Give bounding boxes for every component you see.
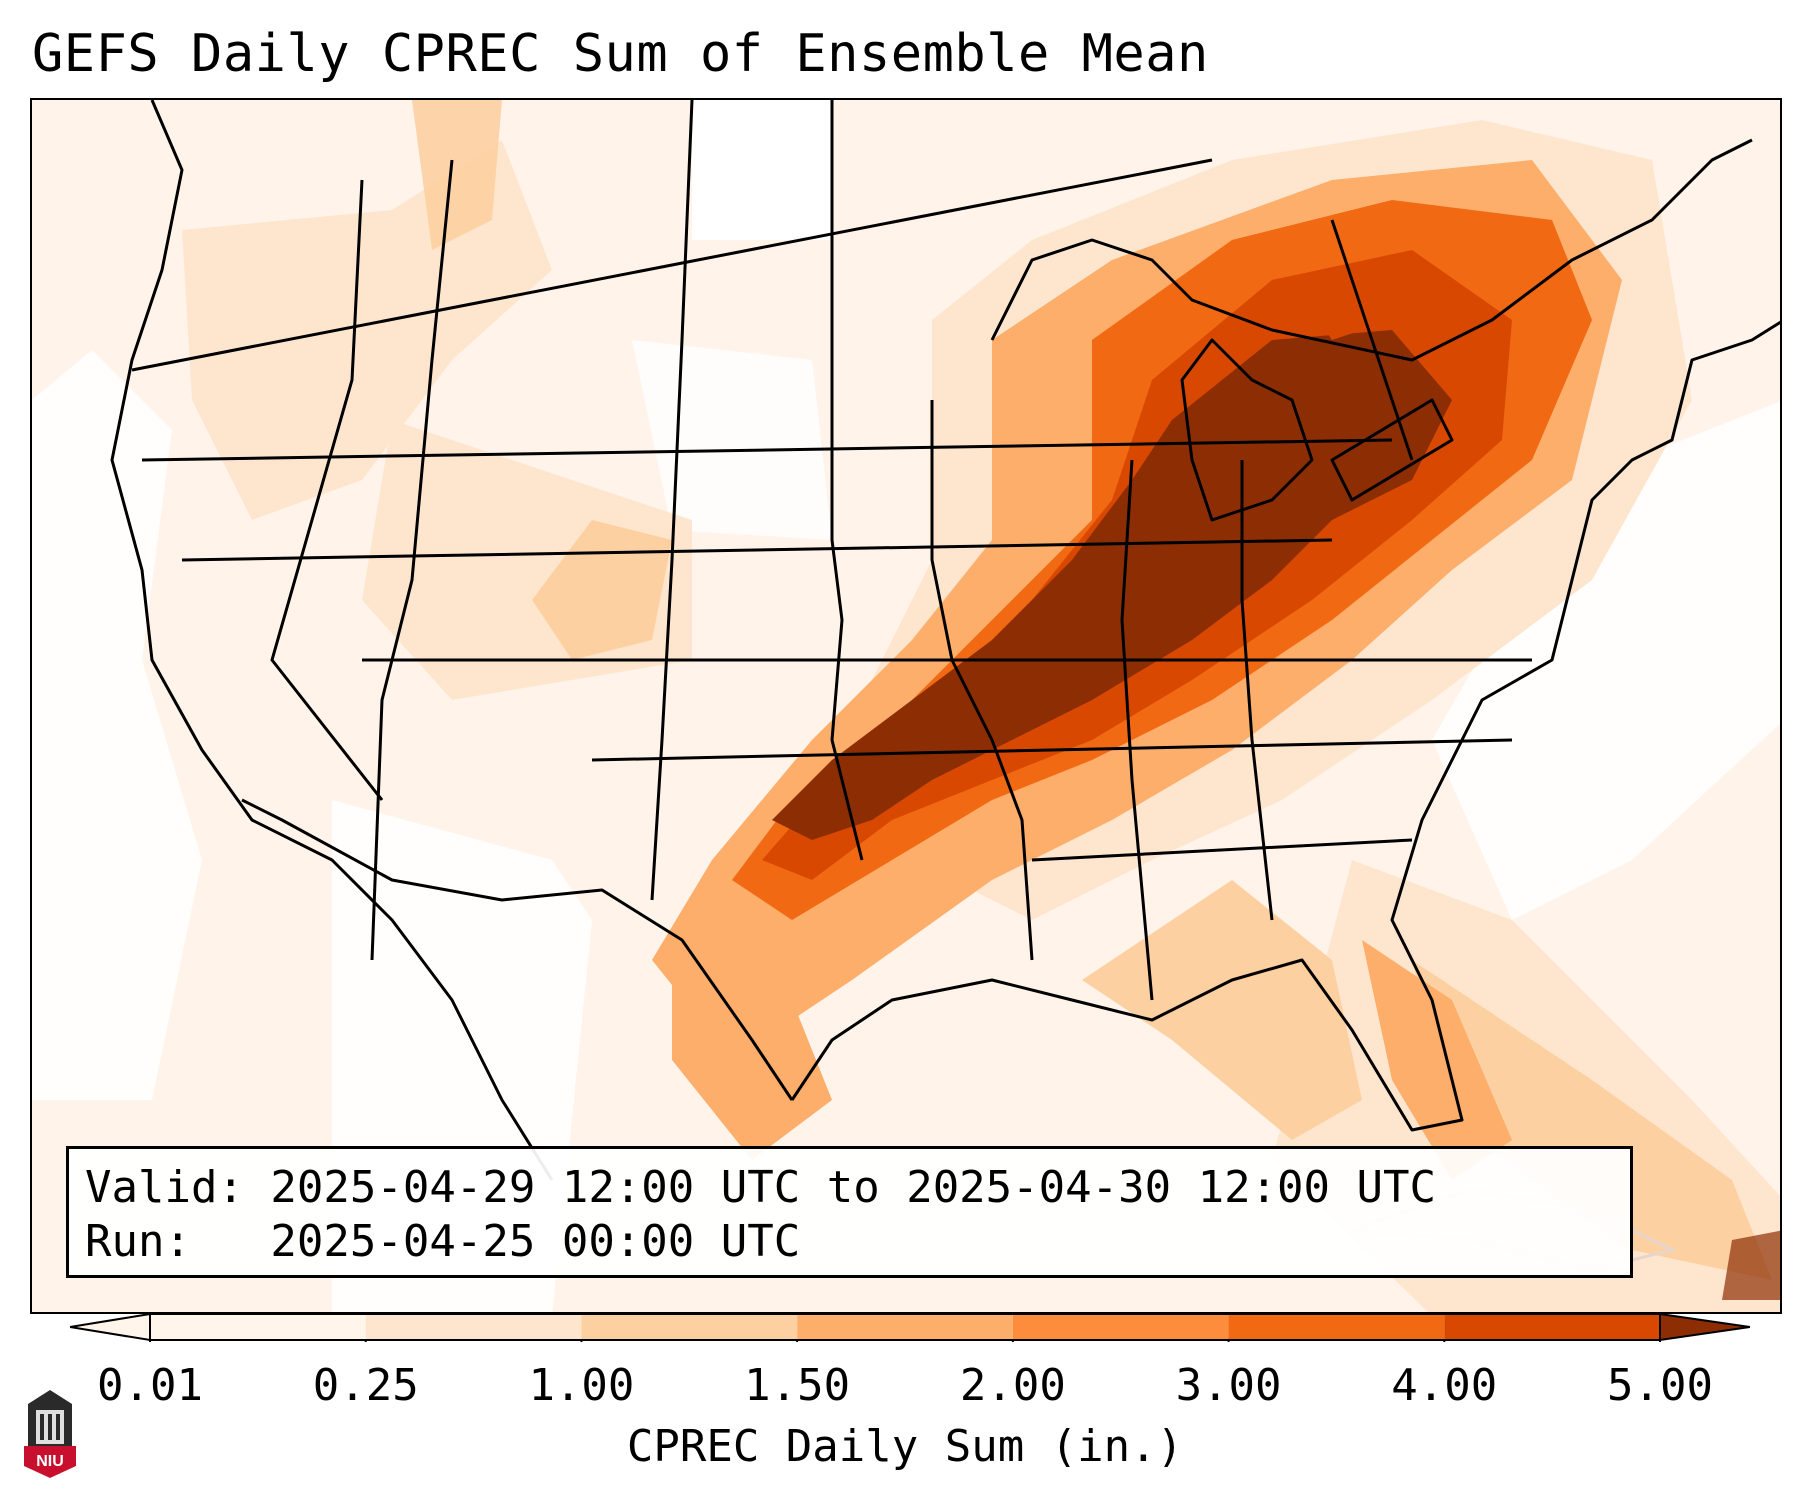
precip-zone-colorado — [532, 520, 672, 660]
colorbar — [70, 1312, 1750, 1342]
precip-zone-main-band-core — [772, 330, 1452, 840]
colorbar-tick-label: 1.00 — [528, 1360, 635, 1411]
precip-zone-none-pacific — [32, 350, 202, 1100]
colorbar-segment — [1012, 1314, 1229, 1340]
colorbar-tick-label: 2.00 — [959, 1360, 1066, 1411]
state-line-horizontal-5 — [1031, 838, 1413, 862]
precip-zone-georgia — [1082, 880, 1362, 1140]
state-line-east-2 — [1240, 460, 1274, 921]
us-canada-border — [131, 158, 1213, 372]
state-line-east-1 — [1120, 459, 1154, 1001]
precip-zone-south-texas — [672, 940, 832, 1160]
precip-zone-idaho — [412, 100, 502, 250]
colorbar-extend-high — [1659, 1312, 1750, 1342]
precip-zone-hispaniola — [1722, 1230, 1780, 1300]
state-line-west-2 — [370, 159, 454, 961]
state-line-west-1 — [270, 179, 384, 801]
lake-michigan-huron — [1180, 338, 1314, 522]
pacific-coastline — [110, 100, 554, 1181]
colorbar-segment — [365, 1314, 582, 1340]
colorbar-tick-label: 0.25 — [312, 1360, 419, 1411]
colorbar-tick-label: 1.50 — [744, 1360, 851, 1411]
precip-map — [30, 98, 1782, 1314]
boundaries — [110, 100, 1780, 1181]
colorbar-segment — [150, 1314, 366, 1340]
colorbar-tick-label: 5.00 — [1607, 1360, 1713, 1411]
colorbar-tick-label: 4.00 — [1391, 1360, 1498, 1411]
state-line-northeast — [1330, 219, 1414, 461]
us-mexico-border — [241, 798, 794, 1101]
precip-zone-none-atlantic — [1432, 401, 1780, 920]
state-line-central-1 — [650, 100, 694, 901]
precip-field — [32, 100, 1780, 1312]
run-line: Run: 2025-04-25 00:00 UTC — [85, 1216, 801, 1267]
valid-run-box: Valid: 2025-04-29 12:00 UTC to 2025-04-3… — [66, 1146, 1633, 1278]
colorbar-tick-label: 0.01 — [97, 1360, 203, 1411]
colorbar-segment — [581, 1314, 798, 1340]
niu-logo-icon: NIU — [24, 1390, 76, 1478]
gulf-atlantic-coastline — [790, 320, 1780, 1132]
map-title: GEFS Daily CPREC Sum of Ensemble Mean — [32, 24, 1209, 84]
colorbar-extend-low — [70, 1312, 151, 1342]
colorbar-label: CPREC Daily Sum (in.) — [626, 1421, 1184, 1472]
colorbar-segment — [1228, 1314, 1445, 1340]
great-lakes-st-lawrence — [990, 138, 1753, 362]
precip-zone-none-plains — [632, 340, 832, 540]
state-line-horizontal-4 — [591, 738, 1513, 762]
state-line-central-2 — [830, 100, 864, 861]
colorbar-segments — [70, 1312, 1750, 1342]
valid-line: Valid: 2025-04-29 12:00 UTC to 2025-04-3… — [85, 1162, 1437, 1213]
colorbar-segment — [797, 1314, 1013, 1340]
precip-zone-florida — [1362, 940, 1512, 1180]
precip-zone-none-dakota — [692, 100, 832, 240]
mississippi-river — [930, 400, 1034, 961]
logo-text: NIU — [36, 1453, 64, 1470]
state-line-horizontal-2 — [181, 538, 1333, 562]
colorbar-segment — [1444, 1314, 1660, 1340]
precip-zone-bahamas — [1412, 960, 1772, 1280]
colorbar-tick-label: 3.00 — [1175, 1360, 1282, 1411]
colorbar-outline — [149, 1313, 1661, 1341]
state-line-horizontal-1 — [141, 438, 1393, 462]
map-svg — [32, 100, 1780, 1312]
